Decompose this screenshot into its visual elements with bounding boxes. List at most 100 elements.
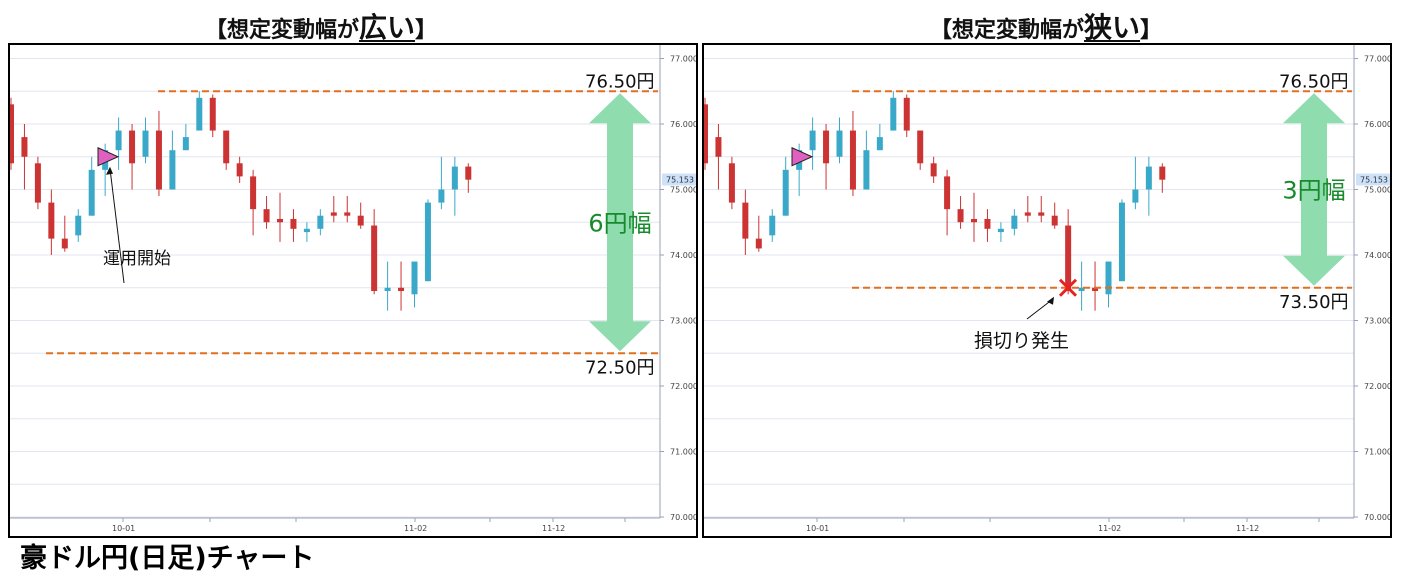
candle-body [755, 238, 762, 249]
candle-body [10, 104, 14, 164]
candle-body [863, 150, 870, 190]
x-tick-label: 11-02 [404, 524, 427, 533]
x-tick-label: 10-01 [806, 524, 829, 533]
y-tick-label: 77.000 [1364, 55, 1390, 64]
candle-body [384, 287, 391, 292]
x-tick-label: 11-12 [542, 524, 565, 533]
level-label: 73.50円 [1279, 292, 1349, 313]
candle-body [957, 209, 964, 223]
candle-body [823, 130, 830, 164]
candle-body [129, 130, 136, 164]
candle-body [1145, 166, 1152, 190]
left-chart-title: 【想定変動幅が広い】 [205, 6, 437, 46]
y-tick-label: 75.000 [670, 186, 696, 195]
range-double-arrow [589, 93, 651, 352]
y-tick-label: 76.000 [1364, 120, 1390, 129]
y-tick-label: 71.000 [670, 448, 696, 457]
candle-body [1011, 215, 1018, 229]
candle-body [303, 228, 310, 233]
candle-body [34, 163, 41, 203]
y-tick-label: 73.000 [670, 317, 696, 326]
candle-body [465, 166, 472, 180]
candle-body [809, 130, 816, 151]
candle-body [182, 137, 189, 151]
candle-body [971, 218, 977, 223]
candle-body [48, 202, 55, 239]
candle-body [88, 169, 95, 216]
annotation-pointer [109, 168, 125, 284]
candle-body [223, 130, 230, 164]
y-tick-label: 72.000 [670, 382, 696, 391]
last-price-badge [1356, 173, 1390, 186]
candle-body [769, 215, 776, 236]
candle-body [849, 130, 856, 190]
candle-body [263, 209, 270, 223]
range-label: 6円幅 [588, 209, 651, 237]
last-price-label: 75.153 [666, 175, 694, 184]
candle-body [836, 130, 843, 157]
candle-body [930, 163, 937, 177]
candle-body [209, 97, 216, 131]
candle-body [142, 130, 149, 157]
candle-body [1065, 225, 1072, 292]
annotation-label: 運用開始 [103, 249, 171, 269]
candle-body [424, 202, 431, 282]
candle-body [398, 287, 405, 292]
candle-body [411, 261, 418, 295]
range-label: 3円幅 [1282, 177, 1345, 205]
candle-body [75, 215, 82, 236]
candle-body [782, 169, 789, 216]
candle-body [115, 130, 122, 151]
candle-body [61, 238, 68, 249]
candle-body [1038, 212, 1045, 216]
y-tick-label: 74.000 [670, 251, 696, 260]
annotation-label: 損切り発生 [974, 330, 1069, 352]
candle-body [1051, 215, 1058, 226]
candle-body [1105, 261, 1112, 295]
range-double-arrow [1283, 93, 1345, 286]
chart-caption: 豪ドル円(日足)チャート [20, 543, 315, 574]
right-chart-title: 【想定変動幅が狭い】 [930, 6, 1162, 46]
last-price-badge [662, 173, 696, 186]
candle-body [169, 150, 176, 190]
last-price-label: 75.153 [1360, 175, 1388, 184]
left-title-emphasis: 広い [359, 11, 416, 44]
y-tick-label: 77.000 [670, 55, 696, 64]
candle-body [704, 104, 708, 164]
right-chart-panel: 77.000 76.000 75.000 74.000 73.000 72.000 71.0… [702, 43, 1392, 538]
candle-body [997, 228, 1004, 233]
annotation-arrowhead [1047, 296, 1054, 305]
candle-body [236, 163, 243, 177]
candle-body [451, 166, 458, 190]
candle-body [1132, 189, 1139, 203]
right-title-emphasis: 狭い [1084, 11, 1141, 44]
candle-body [1078, 287, 1085, 292]
candle-body [196, 97, 203, 131]
y-tick-label: 71.000 [1364, 448, 1390, 457]
candle-body [277, 218, 283, 223]
candle-body [330, 212, 337, 216]
candle-body [155, 130, 162, 190]
y-tick-label: 70.000 [1364, 513, 1390, 522]
annotation-arrowhead [106, 166, 113, 175]
candle-body [250, 176, 257, 210]
annotation-pointer [1026, 299, 1053, 320]
candle-body [715, 137, 722, 157]
candle-body [1024, 212, 1031, 216]
candle-body [903, 97, 910, 131]
level-label: 76.50円 [1279, 71, 1349, 92]
candle-body [1159, 166, 1166, 180]
candle-body [317, 215, 324, 229]
candle-body [344, 212, 351, 216]
level-label: 76.50円 [585, 71, 655, 92]
left-chart-panel: 77.000 76.000 75.000 74.000 73.000 72.000 71.0… [8, 43, 698, 538]
right-title-prefix: 【想定変動幅が [930, 18, 1085, 43]
y-tick-label: 76.000 [670, 120, 696, 129]
y-tick-label: 75.000 [1364, 186, 1390, 195]
candle-body [290, 218, 297, 229]
candle-body [1092, 287, 1099, 292]
candle-body [21, 137, 28, 157]
candle-body [890, 97, 897, 131]
candle-body [371, 225, 378, 292]
y-tick-label: 70.000 [670, 513, 696, 522]
